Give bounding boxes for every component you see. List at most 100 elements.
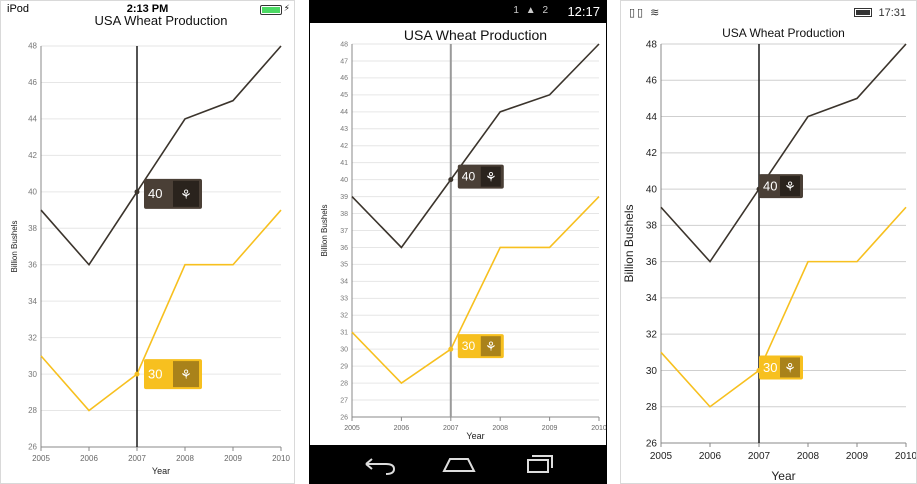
y-tick-label: 40: [28, 187, 37, 196]
y-tick-label: 48: [646, 39, 658, 50]
y-tick-label: 38: [340, 211, 348, 218]
tooltip-icon-bg: [780, 176, 800, 197]
y-tick-label: 46: [28, 78, 37, 87]
recent-apps-icon[interactable]: [527, 455, 553, 473]
tooltip-icon-bg: [173, 361, 199, 388]
notification-icons: 1 ▲ 2: [513, 5, 550, 16]
status-time: 17:31: [878, 7, 906, 19]
trackball-tooltip[interactable]: 30 ⚘: [759, 355, 803, 380]
y-tick-label: 43: [340, 126, 348, 133]
y-tick-label: 27: [340, 397, 348, 404]
x-tick-label: 2010: [895, 451, 917, 462]
x-tick-label: 2008: [797, 451, 820, 462]
x-tick-label: 2006: [394, 425, 410, 432]
wheat-icon: ⚘: [485, 170, 497, 185]
trackball-tooltip[interactable]: 30 ⚘: [457, 334, 504, 359]
y-tick-label: 33: [340, 296, 348, 303]
charging-icon: ⚡: [283, 3, 290, 13]
x-tick-label: 2006: [699, 451, 722, 462]
back-icon[interactable]: [365, 458, 396, 475]
signal-icons: ▯▯ ≋: [629, 7, 662, 19]
x-tick-label: 2009: [224, 454, 242, 463]
y-axis-title: Billion Bushels: [622, 204, 636, 282]
tooltip-icon-bg: [480, 336, 501, 357]
status-time: 2:13 PM: [126, 3, 169, 15]
x-tick-label: 2005: [650, 451, 673, 462]
y-tick-label: 34: [646, 293, 658, 304]
y-tick-label: 42: [340, 143, 348, 150]
trackball-tooltip[interactable]: 40 ⚘: [759, 174, 803, 199]
wheat-production-chart[interactable]: USA Wheat Production 26 28 30 32 34 36 38 40 42 44…: [621, 1, 917, 484]
tooltip-value: 40: [148, 186, 162, 201]
y-tick-label: 46: [340, 75, 348, 82]
chart-title: USA Wheat Production: [95, 13, 228, 28]
y-tick-label: 34: [340, 279, 348, 286]
y-tick-label: 44: [646, 112, 658, 123]
y-tick-label: 32: [646, 330, 658, 341]
trackball-marker: [134, 189, 140, 195]
x-axis-title: Year: [466, 431, 484, 441]
y-tick-label: 46: [646, 76, 658, 87]
x-tick-label: 2010: [591, 425, 607, 432]
y-tick-label: 32: [340, 313, 348, 320]
series-line-dark: [660, 43, 907, 263]
wheat-icon: ⚘: [485, 339, 497, 354]
battery-icon: [854, 8, 872, 17]
android-nav-bar: [310, 445, 606, 483]
x-axis-title: Year: [152, 466, 170, 476]
tooltip-value: 30: [763, 360, 777, 375]
chart-title: USA Wheat Production: [722, 26, 845, 40]
series-line-gold: [660, 206, 907, 408]
y-tick-label: 36: [340, 245, 348, 252]
y-tick-label: 34: [28, 297, 37, 306]
y-tick-label: 42: [646, 148, 658, 159]
battery-icon: [260, 5, 282, 15]
y-tick-label: 35: [340, 262, 348, 269]
x-tick-label: 2005: [32, 454, 50, 463]
trackball-tooltip[interactable]: 40 ⚘: [457, 164, 504, 189]
android-device-panel: 1 ▲ 2 12:17 USA Wheat Production 26 27 28 29…: [309, 0, 607, 484]
android-content: USA Wheat Production 26 27 28 29 30 31 32 33 34 35…: [310, 23, 606, 445]
y-tick-label: 28: [646, 402, 658, 413]
trackball-tooltip[interactable]: 40 ⚘: [144, 178, 202, 209]
tooltip-value: 40: [462, 170, 476, 184]
status-time: 12:17: [567, 4, 600, 19]
series-line-dark: [40, 45, 282, 267]
y-tick-label: 40: [646, 184, 658, 195]
y-axis-title: Billion Bushels: [10, 220, 19, 272]
y-tick-label: 30: [340, 347, 348, 354]
tooltip-icon-bg: [780, 357, 800, 378]
wheat-production-chart[interactable]: USA Wheat Production 26 27 28 29 30 31 32 33 34 35…: [310, 23, 607, 447]
x-tick-label: 2005: [344, 425, 360, 432]
y-tick-label: 45: [340, 92, 348, 99]
y-tick-label: 26: [28, 443, 37, 452]
y-tick-label: 38: [28, 224, 37, 233]
y-tick-label: 37: [340, 228, 348, 235]
x-tick-label: 2009: [846, 451, 869, 462]
ios-device-panel: iPod 2:13 PM ⚡ USA Wheat Production 26 28 3…: [0, 0, 295, 484]
trackball-marker: [448, 346, 454, 352]
y-tick-label: 39: [340, 194, 348, 201]
carrier-label: iPod: [7, 3, 30, 15]
wheat-icon: ⚘: [784, 179, 796, 194]
y-tick-label: 48: [340, 41, 348, 48]
x-tick-label: 2010: [272, 454, 290, 463]
tooltip-icon-bg: [173, 180, 199, 207]
x-tick-label: 2007: [748, 451, 771, 462]
y-tick-label: 48: [28, 42, 37, 51]
y-tick-label: 40: [340, 177, 348, 184]
y-tick-label: 47: [340, 58, 348, 65]
wheat-icon: ⚘: [784, 360, 796, 375]
y-tick-label: 36: [646, 257, 658, 268]
trackball-tooltip[interactable]: 30 ⚘: [144, 359, 202, 390]
y-tick-label: 28: [340, 380, 348, 387]
home-icon[interactable]: [442, 458, 476, 472]
x-tick-label: 2007: [443, 425, 459, 432]
y-tick-label: 38: [646, 221, 658, 232]
wheat-production-chart[interactable]: USA Wheat Production 26 28 30 32 34 36 38 40 42 44…: [1, 1, 295, 484]
nav-buttons: [365, 455, 553, 475]
tooltip-value: 30: [148, 366, 162, 381]
wheat-icon: ⚘: [180, 187, 192, 202]
trackball-marker: [134, 371, 140, 377]
windows-device-panel: ▯▯ ≋ 17:31 USA Wheat Production 26 28 30 32 3…: [620, 0, 917, 484]
